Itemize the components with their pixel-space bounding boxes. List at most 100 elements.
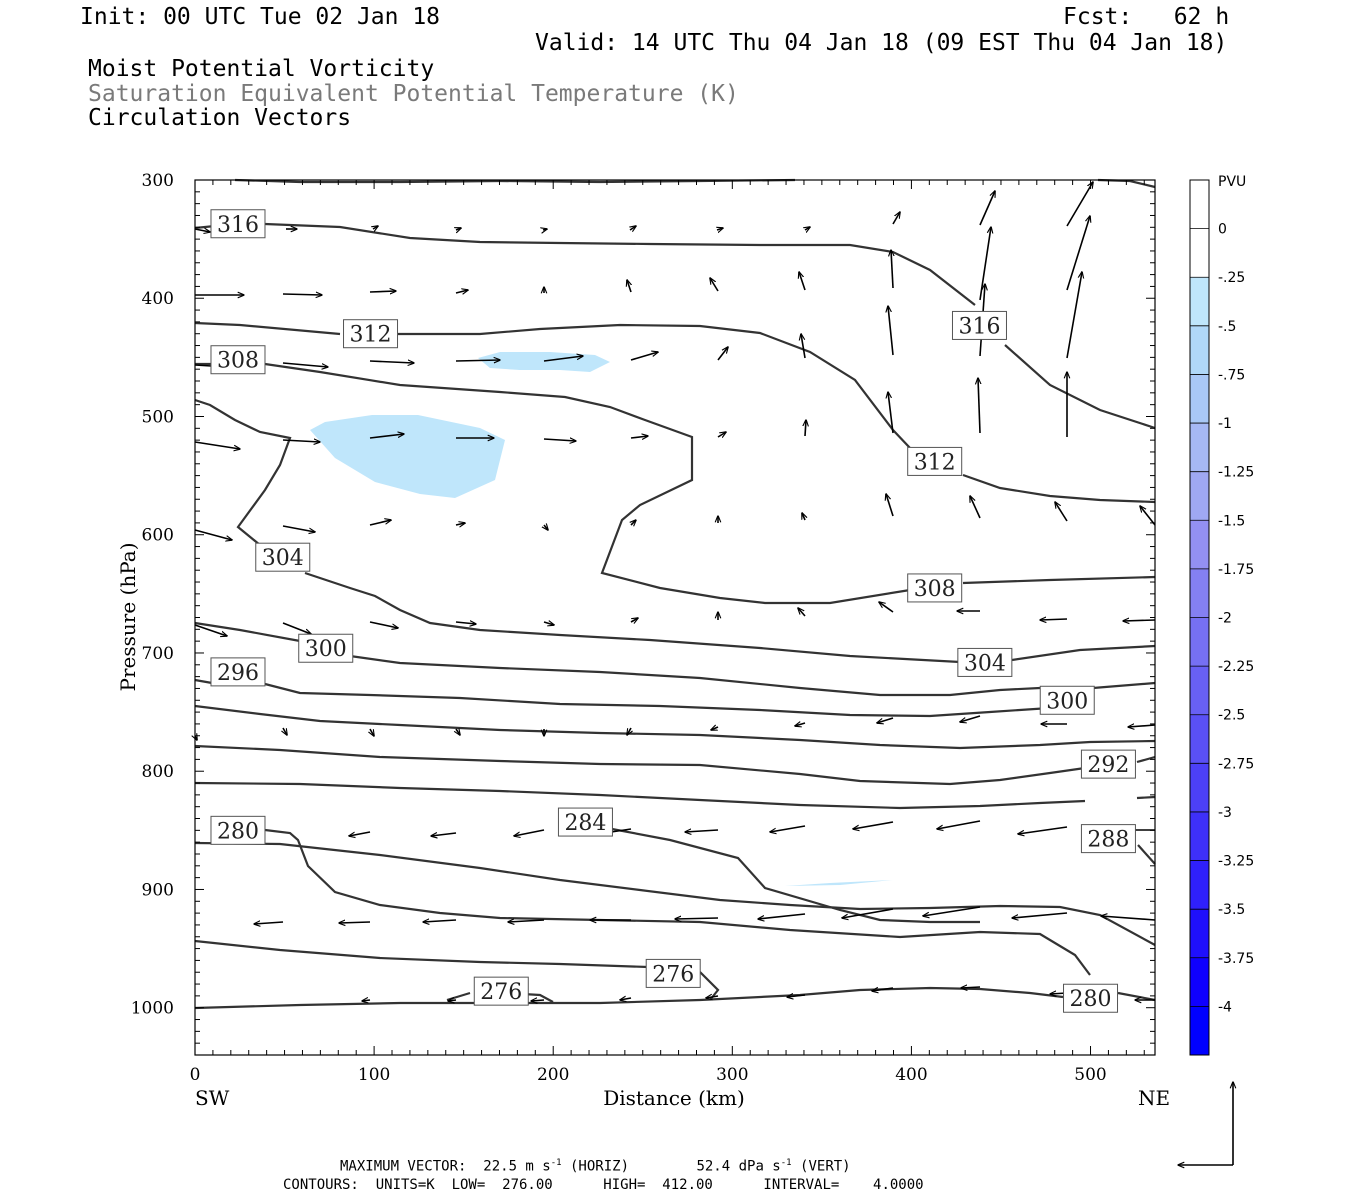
colorbar-segment — [1190, 471, 1209, 521]
contour-label-box — [255, 542, 311, 572]
colorbar-label: -2.5 — [1218, 708, 1245, 724]
vector — [514, 829, 545, 836]
vector — [531, 1000, 545, 1001]
x-tick-label: 500 — [1074, 1065, 1106, 1085]
vector — [349, 831, 371, 836]
vector — [283, 727, 287, 735]
plot-axes: 0 100 200 300 400 500 300 400 500 600 700 800 900 100… — [131, 171, 1156, 1085]
unit-exponent: -1 — [780, 1158, 792, 1168]
vector — [620, 998, 632, 1000]
x-tick-label: 100 — [358, 1065, 390, 1085]
vector — [194, 529, 232, 540]
contour-label-text: 308 — [914, 577, 956, 602]
vector — [630, 436, 648, 438]
contour-label-text: 280 — [217, 819, 259, 844]
contour-label: 280 — [1063, 983, 1119, 1013]
max-vector-horiz-text: MAXIMUM VECTOR: 22.5 m s — [340, 1158, 551, 1175]
contour-label-box — [210, 657, 266, 687]
colorbar-segment — [1190, 277, 1209, 326]
colorbar-segment — [1190, 180, 1209, 229]
vector — [888, 392, 894, 434]
contour-label-box — [957, 647, 1013, 677]
contour-label-box — [1080, 749, 1136, 779]
colorbar-segment — [1190, 763, 1209, 812]
contour-label-text: 316 — [217, 213, 259, 238]
colorbar-label: -1.75 — [1218, 562, 1254, 578]
vector — [431, 833, 457, 836]
colorbar-label: -.5 — [1218, 319, 1236, 335]
contour-label-box — [210, 345, 266, 375]
vector — [543, 229, 547, 230]
colorbar-label: -3.75 — [1218, 951, 1254, 967]
vector — [362, 1000, 371, 1001]
vector — [339, 922, 371, 923]
vector — [508, 920, 545, 922]
contour-label-text: 280 — [1070, 987, 1112, 1012]
vector — [254, 922, 284, 924]
contour-label: 280 — [210, 815, 266, 845]
colorbar-label: 0 — [1218, 222, 1227, 238]
vector — [455, 360, 500, 361]
colorbar-label: -1 — [1218, 416, 1232, 432]
vector — [888, 306, 894, 356]
vector — [282, 362, 328, 367]
contour-label-box — [473, 976, 529, 1006]
colorbar-title: PVU — [1218, 174, 1246, 190]
vector — [543, 439, 576, 441]
contour-label-text: 300 — [305, 637, 347, 662]
contour-label: 292 — [1080, 749, 1136, 779]
vector — [675, 918, 719, 919]
vector — [282, 294, 322, 295]
init-time: Init: 00 UTC Tue 02 Jan 18 — [80, 4, 441, 30]
vector — [937, 820, 981, 829]
vector — [798, 608, 806, 617]
vector — [1101, 916, 1156, 921]
contour-label-box — [210, 209, 266, 239]
colorbar-segment — [1190, 374, 1209, 424]
max-vector-line: MAXIMUM VECTOR: 22.5 m s-1 (HORIZ) 52.4 … — [340, 1159, 851, 1174]
vector — [282, 622, 311, 634]
vector — [853, 821, 894, 829]
colorbar-segment — [1190, 909, 1209, 958]
contour-label-text: 276 — [480, 980, 522, 1005]
vector — [369, 621, 398, 628]
contour-label: 300 — [1039, 685, 1095, 715]
contour-label: 304 — [255, 542, 311, 572]
x-tick-label: 300 — [716, 1065, 748, 1085]
colorbar-label: -2.25 — [1218, 659, 1254, 675]
contour-label-text: 312 — [914, 450, 956, 475]
x-tick-label: 200 — [537, 1065, 569, 1085]
colorbar-segment — [1190, 617, 1209, 667]
vector — [805, 420, 806, 437]
contour-label: 296 — [210, 657, 266, 687]
contour-label-box — [951, 310, 1007, 340]
vector — [1066, 216, 1090, 291]
valid-time: Valid: 14 UTC Thu 04 Jan 18 (09 EST Thu … — [535, 30, 1228, 56]
contour-label-box — [1080, 824, 1136, 854]
vector — [717, 347, 728, 361]
vector — [960, 715, 981, 722]
vector — [369, 434, 404, 439]
contour-label: 276 — [645, 958, 701, 988]
vector — [1055, 502, 1068, 522]
max-vector-horiz-tag: (HORIZ) — [570, 1158, 630, 1175]
vector — [970, 496, 981, 519]
vector — [456, 228, 461, 230]
vector — [1040, 619, 1068, 620]
contour-label-box — [907, 573, 963, 603]
contour-label: 284 — [557, 807, 613, 837]
colorbar-segment — [1190, 957, 1209, 1007]
colorbar-segment — [1190, 860, 1209, 910]
vector — [369, 291, 396, 292]
vector — [886, 494, 894, 517]
vector — [1066, 272, 1082, 359]
vector — [1123, 620, 1156, 621]
y-axis-label: Pressure (hPa) — [116, 543, 140, 692]
vector — [877, 717, 894, 723]
contour-label-text: 288 — [1087, 828, 1129, 853]
contour-label-text: 308 — [217, 349, 259, 374]
vector — [706, 996, 719, 998]
colorbar-label: -.25 — [1218, 270, 1245, 286]
vector — [543, 622, 554, 625]
